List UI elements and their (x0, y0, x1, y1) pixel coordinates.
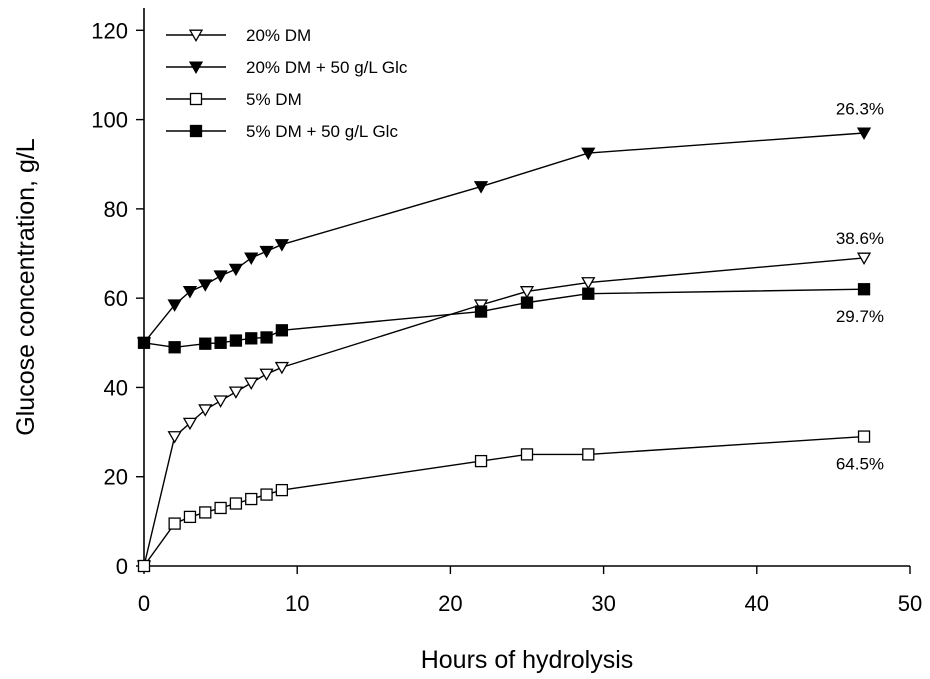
y-tick-label: 100 (91, 108, 128, 133)
data-point (857, 430, 871, 443)
legend-label: 20% DM (246, 26, 311, 45)
data-point (214, 336, 227, 349)
y-tick-label: 120 (91, 18, 128, 43)
legend-marker (189, 124, 203, 138)
data-point (214, 501, 227, 515)
data-point (260, 488, 273, 501)
y-axis-title: Glucose concentration, g/L (12, 138, 40, 435)
data-point (260, 331, 273, 344)
data-point (857, 283, 871, 296)
x-tick-label: 40 (745, 591, 769, 616)
annotation-label: 29.7% (836, 307, 884, 326)
data-point (198, 404, 213, 417)
legend-marker (188, 61, 204, 75)
data-point (137, 559, 151, 573)
legend-label: 20% DM + 50 g/L Glc (246, 58, 408, 77)
data-point (244, 252, 259, 265)
y-tick-label: 40 (104, 375, 128, 400)
data-point (182, 417, 198, 431)
legend-marker (188, 29, 204, 43)
series-line (143, 132, 865, 344)
data-point (474, 454, 488, 468)
data-point (582, 287, 595, 300)
x-tick-label: 50 (898, 591, 922, 616)
data-point (228, 263, 244, 277)
data-point (519, 286, 535, 299)
data-point (474, 305, 488, 318)
series-2 (137, 430, 871, 573)
x-tick-label: 30 (591, 591, 615, 616)
ticks: 0 10 20 30 40 50 0 20 40 60 80 100 120 (91, 18, 922, 616)
data-point (581, 147, 596, 161)
data-point (199, 337, 212, 350)
data-point (229, 497, 243, 510)
data-point (856, 252, 872, 265)
x-tick-label: 0 (138, 591, 150, 616)
data-point (167, 299, 182, 312)
data-point (229, 334, 243, 347)
data-point (274, 239, 290, 252)
data-point (275, 483, 289, 497)
series-line (143, 257, 865, 567)
legend-label: 5% DM (246, 90, 302, 109)
data-point (274, 361, 290, 375)
legend-item: 20% DM (166, 26, 311, 45)
data-point (259, 245, 274, 259)
data-point (213, 270, 228, 283)
series-3 (137, 283, 871, 354)
data-point (213, 395, 228, 408)
data-point (168, 341, 181, 354)
axes (143, 8, 910, 567)
data-point (275, 324, 289, 337)
data-point (137, 336, 151, 349)
data-point (182, 286, 198, 299)
data-point (183, 510, 197, 524)
data-point (581, 277, 596, 290)
series (136, 127, 872, 574)
data-point (199, 506, 212, 519)
y-tick-label: 80 (104, 197, 128, 222)
y-tick-label: 20 (104, 465, 128, 490)
data-point (245, 332, 258, 345)
y-tick-label: 0 (116, 554, 128, 579)
series-1 (136, 127, 872, 350)
data-point (245, 492, 258, 506)
data-point (582, 448, 595, 461)
data-point (198, 279, 213, 292)
legend-item: 5% DM (166, 90, 302, 109)
legend-item: 20% DM + 50 g/L Glc (166, 58, 408, 77)
annotation-label: 64.5% (836, 454, 884, 473)
legend-label: 5% DM + 50 g/L Glc (246, 122, 398, 141)
data-point (168, 517, 181, 530)
legend: 20% DM 20% DM + 50 g/L Glc 5% DM 5% DM + 50… (166, 26, 408, 141)
data-point (856, 127, 872, 141)
data-point (259, 368, 274, 382)
data-point (520, 296, 534, 309)
annotation-label: 26.3% (836, 99, 884, 118)
annotations: 26.3% 38.6% 29.7% 64.5% (836, 99, 884, 473)
legend-item: 5% DM + 50 g/L Glc (166, 122, 398, 141)
data-point (473, 181, 489, 194)
data-point (244, 377, 259, 390)
x-tick-label: 20 (438, 591, 462, 616)
x-tick-label: 10 (285, 591, 309, 616)
data-point (228, 386, 244, 399)
x-axis-title: Hours of hydrolysis (421, 646, 634, 674)
series-0 (136, 252, 872, 574)
y-tick-label: 60 (104, 286, 128, 311)
legend-marker (189, 92, 203, 106)
data-point (167, 431, 182, 444)
data-point (473, 299, 489, 312)
annotation-label: 38.6% (836, 229, 884, 248)
data-point (520, 448, 534, 461)
